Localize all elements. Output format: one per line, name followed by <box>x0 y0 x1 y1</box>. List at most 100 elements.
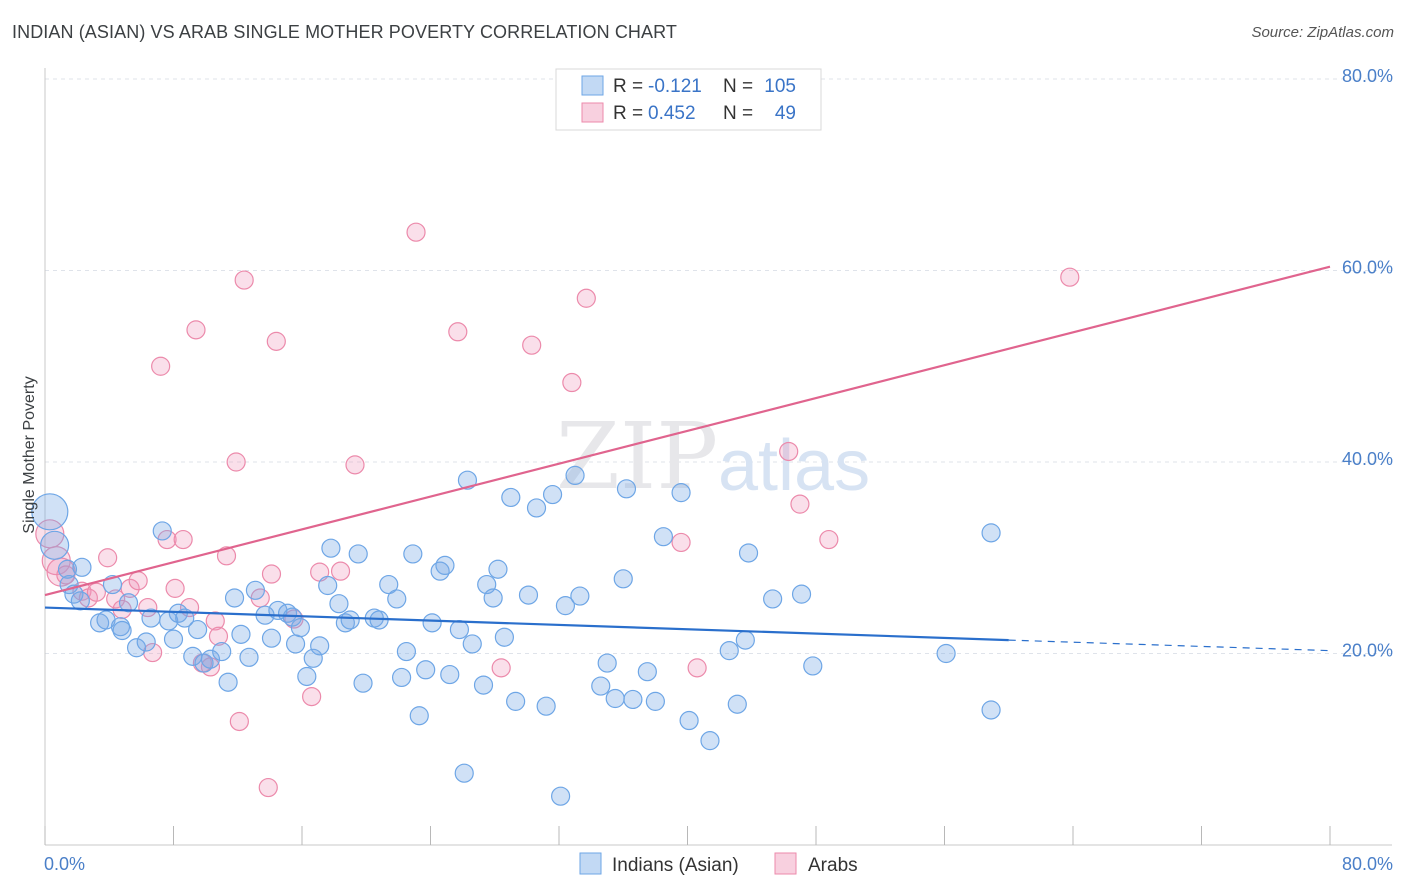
y-tick-label: 60.0% <box>1342 258 1393 278</box>
legend-r-label-1: R = <box>613 76 643 97</box>
legend-n-label-2: N = <box>723 103 753 124</box>
point-arabs <box>522 335 542 355</box>
point-arabs <box>345 455 365 475</box>
point-indians-asian <box>379 574 399 595</box>
point-indians-asian <box>387 589 407 609</box>
point-arabs <box>576 288 596 308</box>
legend: R = -0.121 N = 105 R = 0.452 N = 49 <box>555 68 822 131</box>
point-indians-asian <box>118 593 139 613</box>
bottom-legend-swatch-pink <box>774 852 797 875</box>
point-arabs <box>562 372 582 393</box>
point-indians-asian <box>763 589 783 609</box>
y-tick-label: 20.0% <box>1342 641 1393 661</box>
point-indians-asian <box>329 594 349 614</box>
y-tick-label: 80.0% <box>1342 66 1393 86</box>
point-indians-asian <box>31 493 69 531</box>
tick-labels: 20.0% 40.0% 60.0% 80.0% 0.0% 80.0% <box>44 66 1393 874</box>
x-tick-label-max: 80.0% <box>1342 854 1393 874</box>
point-indians-asian <box>623 689 643 710</box>
point-indians-asian <box>57 559 78 579</box>
point-indians-asian <box>616 479 637 499</box>
point-indians-asian <box>318 575 338 596</box>
point-indians-asian <box>403 544 423 564</box>
point-indians-asian <box>112 620 132 641</box>
point-arabs <box>86 582 107 602</box>
point-arabs <box>258 777 278 798</box>
bottom-legend: Indians (Asian) Arabs <box>579 852 858 876</box>
point-indians-asian <box>605 688 625 709</box>
point-indians-asian <box>212 641 232 662</box>
trend-line-indians-asian-dashed <box>1008 639 1331 652</box>
point-indians-asian <box>70 591 90 611</box>
point-arabs <box>234 270 254 290</box>
source-label: Source: ZipAtlas.com <box>1251 24 1394 41</box>
point-indians-asian <box>488 559 508 579</box>
point-arabs <box>330 561 351 581</box>
point-indians-asian <box>72 557 92 577</box>
point-indians-asian <box>506 691 526 711</box>
y-axis-label: Single Mother Poverty <box>21 376 38 533</box>
point-arabs <box>151 356 171 376</box>
point-indians-asian <box>187 619 208 640</box>
point-indians-asian <box>409 706 429 726</box>
data-points <box>31 222 1080 806</box>
point-indians-asian <box>175 608 195 628</box>
legend-swatch-pink <box>581 102 604 123</box>
point-indians-asian <box>719 641 739 661</box>
point-arabs <box>687 658 707 678</box>
point-arabs <box>226 452 246 472</box>
point-indians-asian <box>551 786 571 806</box>
point-indians-asian <box>526 498 547 518</box>
point-arabs <box>671 532 691 553</box>
point-indians-asian <box>981 700 1001 720</box>
point-indians-asian <box>353 673 373 693</box>
point-indians-asian <box>645 691 665 711</box>
point-indians-asian <box>200 649 221 669</box>
grid <box>45 78 1392 654</box>
legend-n-label-1: N = <box>723 76 753 97</box>
y-tick-label: 40.0% <box>1342 449 1393 469</box>
point-indians-asian <box>239 647 259 667</box>
point-indians-asian <box>136 632 156 652</box>
point-arabs <box>186 320 206 340</box>
point-indians-asian <box>348 544 368 564</box>
point-indians-asian <box>435 555 455 576</box>
legend-swatch-blue <box>581 75 604 96</box>
point-arabs <box>128 571 148 591</box>
point-indians-asian <box>396 641 417 662</box>
point-indians-asian <box>570 586 590 606</box>
point-indians-asian <box>224 588 245 608</box>
point-indians-asian <box>340 610 360 630</box>
point-indians-asian <box>290 618 310 638</box>
point-indians-asian <box>245 580 266 600</box>
point-indians-asian <box>261 628 282 648</box>
point-indians-asian <box>613 569 633 589</box>
point-arabs <box>106 589 126 609</box>
point-indians-asian <box>462 634 482 654</box>
bottom-legend-label-blue: Indians (Asian) <box>612 855 739 876</box>
point-indians-asian <box>473 675 494 695</box>
point-indians-asian <box>936 643 956 664</box>
point-indians-asian <box>727 694 747 714</box>
point-arabs <box>205 611 225 631</box>
point-arabs <box>165 578 185 598</box>
point-indians-asian <box>449 619 470 640</box>
point-indians-asian <box>152 521 172 541</box>
bottom-legend-swatch-blue <box>579 852 602 875</box>
point-arabs <box>261 564 282 584</box>
point-arabs <box>790 494 810 514</box>
point-indians-asian <box>803 656 823 676</box>
point-indians-asian <box>40 530 70 560</box>
watermark-zip: ZIP <box>556 403 718 510</box>
point-indians-asian <box>653 527 674 547</box>
point-arabs <box>779 441 799 462</box>
point-indians-asian <box>457 470 478 490</box>
point-arabs <box>208 626 229 646</box>
legend-r-label-2: R = <box>613 103 643 124</box>
trend-line-arabs <box>44 265 1331 597</box>
point-indians-asian <box>422 613 442 633</box>
x-tick-label-min: 0.0% <box>44 854 85 874</box>
point-arabs <box>98 548 118 568</box>
point-indians-asian <box>791 584 812 604</box>
